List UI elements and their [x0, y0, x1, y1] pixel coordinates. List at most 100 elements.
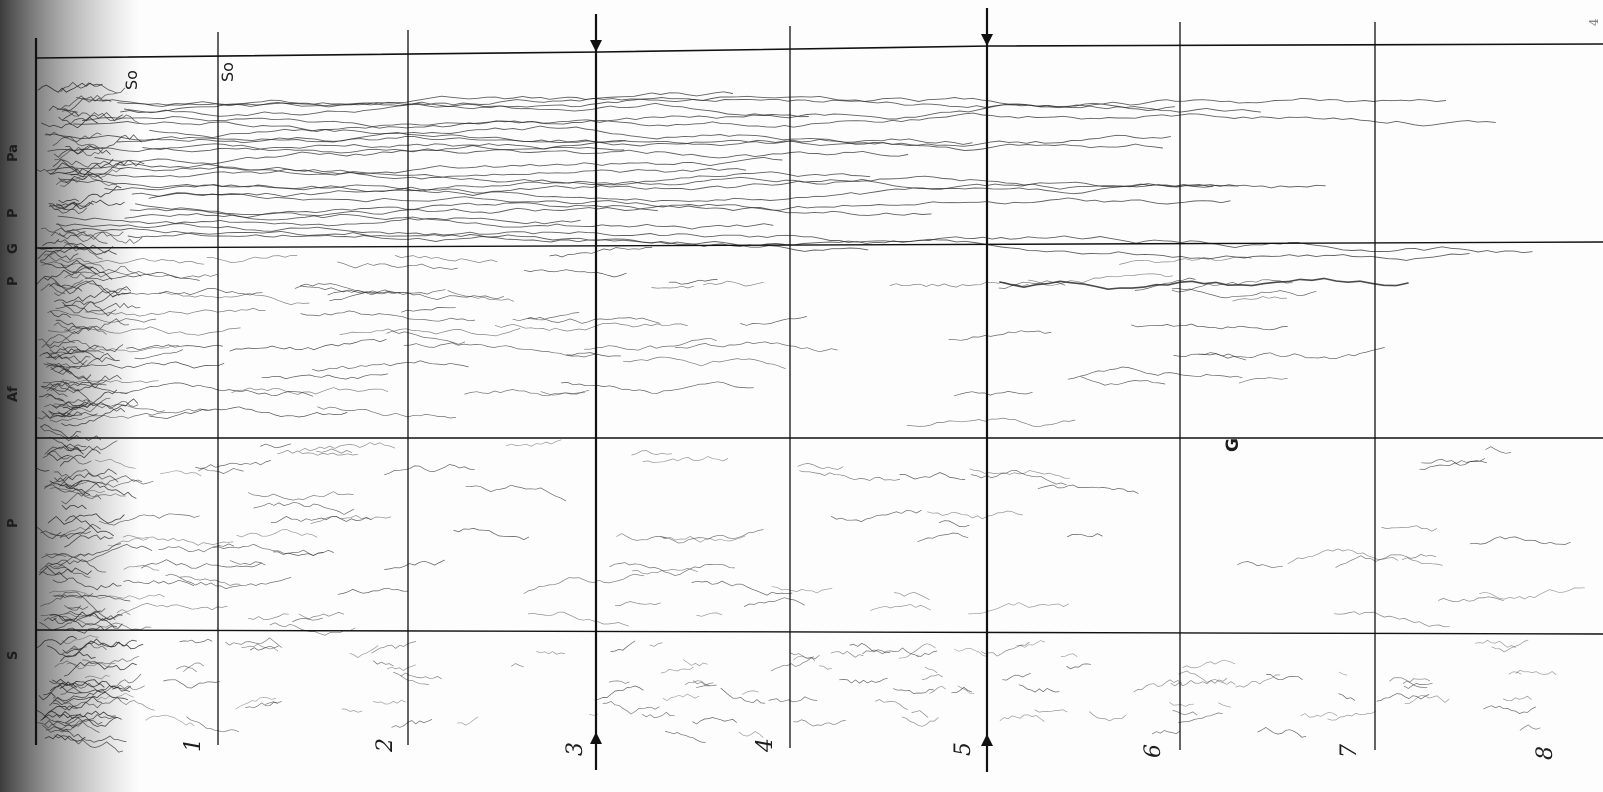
fibre-strand [403, 342, 597, 358]
fibre-strand [141, 559, 262, 569]
fibre-strand [566, 352, 621, 357]
fibre-strand [57, 479, 154, 488]
fibre-strand [60, 175, 1214, 194]
fibre-strand [241, 643, 279, 652]
fibre-strand [58, 610, 116, 623]
fibre-strand [42, 381, 128, 395]
fibre-strand [797, 463, 844, 470]
fibre-strand [1131, 323, 1288, 331]
zone-label: P [6, 518, 21, 528]
fibre-strand [317, 406, 457, 419]
fibre-strand [127, 230, 1533, 254]
boundary-line [35, 241, 1603, 249]
fibre-strand [38, 692, 56, 701]
fibre-strand [62, 111, 79, 121]
fibre-strand [799, 470, 901, 481]
fibre-strand [793, 719, 846, 727]
fibre-strand [64, 445, 82, 452]
fibre-strand [58, 198, 80, 204]
fibre-strand [970, 470, 1067, 486]
fibre-strand [213, 543, 334, 556]
fibre-strand [1257, 726, 1307, 738]
zone-labels: Pa P G P Af P S [6, 144, 21, 660]
fibre-strand [523, 269, 627, 278]
fibre-strand [62, 640, 144, 654]
fibre-strand [36, 635, 77, 649]
column-label: 7 [1337, 744, 1362, 758]
fibre-strand [53, 397, 111, 413]
fibre-strand [1503, 695, 1532, 702]
fibre-strand [696, 684, 717, 689]
fibre-strand [39, 393, 64, 402]
fibre-strand [662, 693, 700, 702]
fibre-strand [830, 650, 864, 658]
column-number-labels: 1 2 3 4 5 6 7 8 [181, 738, 1558, 760]
fibre-strand [924, 666, 938, 674]
fibre-strand [1519, 724, 1541, 731]
fibre-strand [300, 283, 379, 294]
fibre-strand [66, 661, 116, 670]
fibre-strand [67, 606, 89, 610]
fibre-strand [50, 366, 92, 380]
fibre-strand [82, 656, 139, 665]
fibre-strand [371, 641, 417, 654]
fibre-strand [64, 534, 113, 548]
fibre-strand [999, 277, 1409, 291]
fibre-strand [44, 440, 118, 455]
fibre-strand [641, 711, 675, 719]
fibre-strand [614, 601, 661, 606]
fibre-strand [265, 701, 282, 705]
fibre-strand [394, 255, 498, 263]
fibre-strand [1338, 671, 1348, 676]
fibre-strand [41, 544, 153, 563]
fibre-strand [1002, 672, 1031, 681]
fibre-strand [104, 171, 871, 191]
fibre-strand [158, 543, 235, 553]
arrow-down-icon [981, 34, 993, 46]
fibre-strand [60, 259, 94, 270]
fibre-strand [294, 285, 446, 295]
fibre-strand [55, 223, 1470, 261]
fibre-strand [46, 166, 1326, 195]
fibre-strand [1067, 533, 1103, 538]
fibre-strand [60, 523, 101, 540]
fibre-strand [400, 675, 429, 685]
fibre-strand [1171, 288, 1317, 299]
fibre-strand [48, 105, 78, 113]
fibre-strand [528, 611, 629, 627]
fibre-strand [292, 617, 323, 623]
fibre-strand [300, 310, 476, 322]
fibre-strand [1151, 730, 1181, 735]
fibre-strand [668, 279, 718, 285]
fibre-strand [1037, 484, 1139, 494]
fibre-strand [1389, 677, 1431, 683]
fibre-strand [387, 664, 416, 672]
fibre-strand [158, 292, 310, 305]
fibre-strand [1018, 684, 1060, 693]
fibre-strand [505, 439, 562, 447]
fibre-strand [683, 659, 708, 667]
fibre-strand [61, 504, 87, 510]
fibre-strand [46, 446, 84, 455]
fibre-strand [1178, 712, 1223, 723]
fibre-strand [54, 660, 80, 668]
fibre-strand [1232, 296, 1288, 302]
fibre-strand [49, 408, 213, 423]
fibre-strand [48, 453, 70, 462]
column-label: 1 [181, 738, 206, 752]
fibre-strand [1089, 711, 1126, 722]
region-label: G [1223, 438, 1243, 452]
fibre-strand [39, 622, 73, 632]
fibre-strand [610, 640, 636, 652]
fibre-strand [52, 678, 77, 688]
fibre-strand [770, 655, 820, 672]
zone-label: P [6, 208, 21, 218]
fibre-strand [62, 634, 99, 645]
fibre-strand [53, 696, 102, 706]
fibre-strand [49, 349, 105, 355]
fibre-strand [47, 346, 85, 359]
fibre-strand [62, 109, 139, 124]
fibre-strand [311, 360, 469, 372]
fibre-strand [47, 309, 157, 323]
fibre-strand [1237, 561, 1283, 569]
